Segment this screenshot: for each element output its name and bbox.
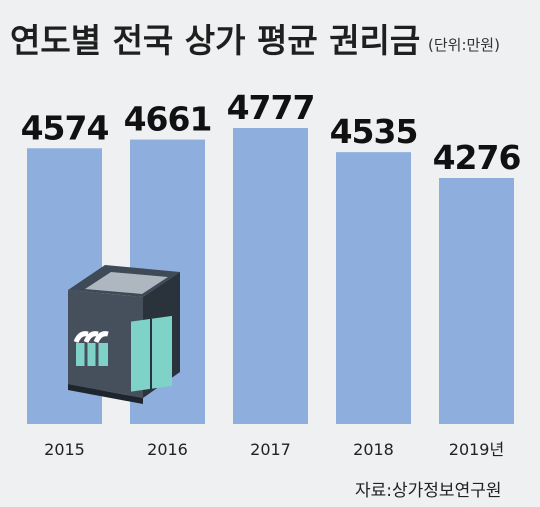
value-label-2015: 4574 — [21, 108, 109, 147]
category-label-group: 2015 2016 2017 2018 2019년 — [44, 440, 504, 459]
bar-2017 — [233, 128, 308, 424]
source-label: 자료:상가정보연구원 — [355, 481, 502, 501]
category-label-2015: 2015 — [44, 440, 85, 459]
category-label-2016: 2016 — [147, 440, 188, 459]
value-label-2018: 4535 — [330, 112, 418, 151]
bar-2019년 — [439, 178, 514, 424]
category-label-2019년: 2019년 — [449, 440, 504, 459]
value-label-2019년: 4276 — [433, 138, 521, 177]
value-label-2016: 4661 — [124, 100, 212, 139]
value-label-2017: 4777 — [227, 88, 315, 127]
chart-title: 연도별 전국 상가 평균 권리금 — [10, 21, 420, 60]
unit-label: (단위:만원) — [428, 36, 500, 54]
value-label-group: 4574 4661 4777 4535 4276 — [21, 88, 522, 177]
bar-2018 — [336, 152, 411, 424]
category-label-2017: 2017 — [250, 440, 291, 459]
store-building-icon — [68, 265, 180, 404]
category-label-2018: 2018 — [353, 440, 394, 459]
